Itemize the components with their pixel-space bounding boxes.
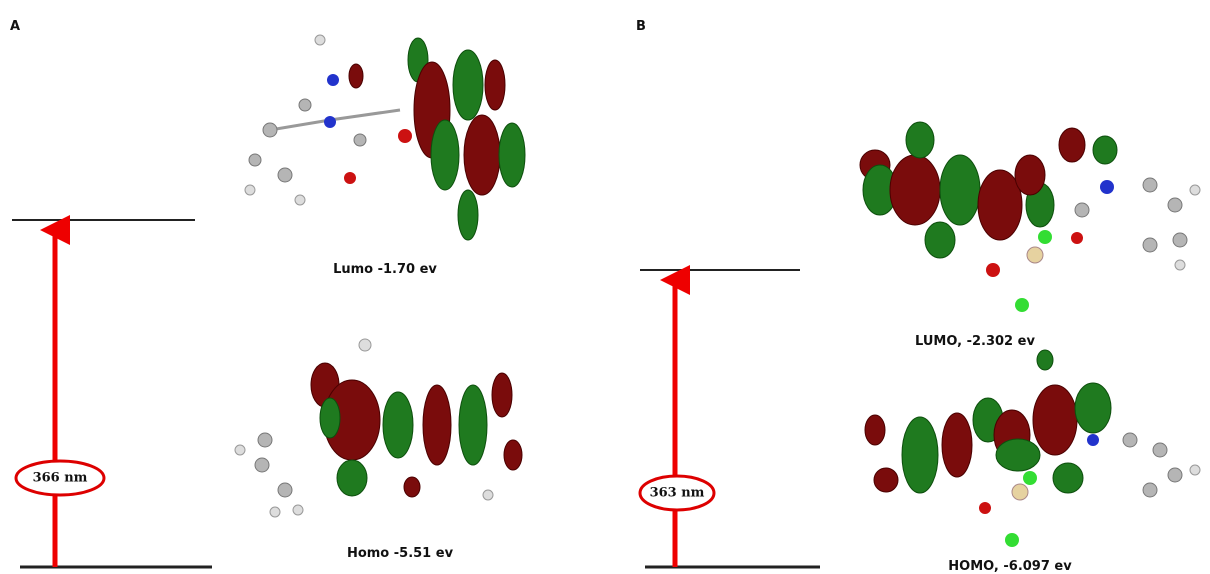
panel-b: B 363 nm LUMO, -2.302 ev xyxy=(636,19,1200,574)
panel-label: B xyxy=(636,19,646,34)
panel-a: A 366 nm Lumo -1.70 ev xyxy=(10,19,525,567)
homo-molecule xyxy=(235,339,522,517)
lumo-caption: LUMO, -2.302 ev xyxy=(915,334,1035,349)
lumo-molecule xyxy=(245,35,525,240)
lumo-caption: Lumo -1.70 ev xyxy=(333,262,437,277)
transition-label: 363 nm xyxy=(650,486,705,501)
homo-molecule xyxy=(865,350,1200,547)
lumo-molecule xyxy=(860,122,1200,312)
transition-label: 366 nm xyxy=(33,471,88,486)
homo-caption: Homo -5.51 ev xyxy=(347,546,454,561)
figure: A 366 nm Lumo -1.70 ev xyxy=(0,0,1210,574)
panel-label: A xyxy=(10,19,20,34)
homo-caption: HOMO, -6.097 ev xyxy=(948,559,1072,574)
